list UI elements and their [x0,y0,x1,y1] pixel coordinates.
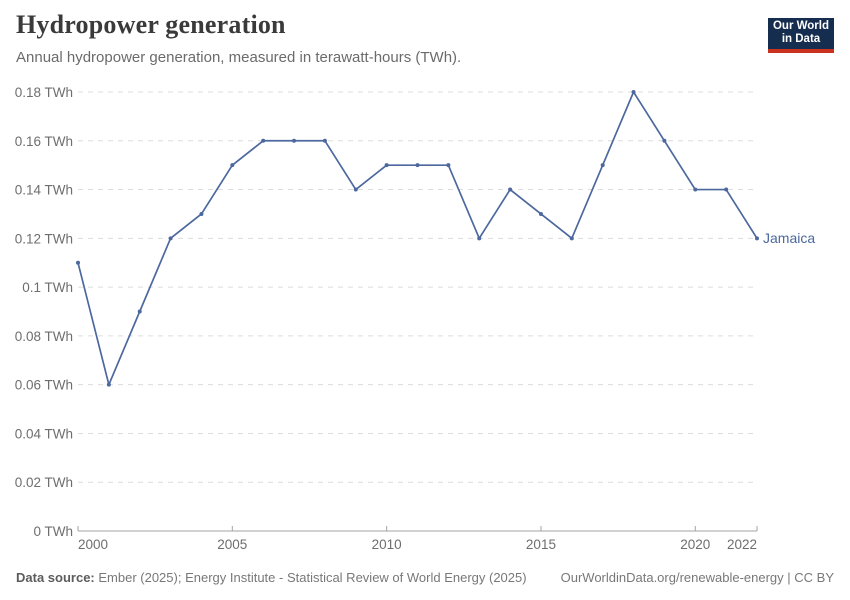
datasource-text: Ember (2025); Energy Institute - Statist… [94,570,527,585]
data-point[interactable] [168,236,173,241]
y-axis-label: 0.12 TWh [15,231,73,246]
y-axis-label: 0.14 TWh [15,183,73,198]
data-point[interactable] [76,260,80,265]
y-axis-label: 0.08 TWh [15,329,73,344]
y-axis-label: 0.18 TWh [15,85,73,100]
data-point[interactable] [631,90,636,94]
y-axis-label: 0.04 TWh [15,426,73,441]
data-point[interactable] [755,236,759,241]
y-axis-label: 0 TWh [33,524,73,539]
data-point[interactable] [693,187,698,192]
x-axis-label: 2010 [372,537,402,552]
datasource-label: Data source: [16,570,95,585]
y-axis-label: 0.16 TWh [15,134,73,149]
data-point[interactable] [446,163,451,168]
data-point[interactable] [353,187,358,192]
x-axis-label: 2020 [680,537,710,552]
data-point[interactable] [230,163,235,168]
data-point[interactable] [662,138,667,143]
y-axis-label: 0.02 TWh [15,475,73,490]
x-axis-label: 2000 [78,537,108,552]
attribution-separator: | [783,570,795,585]
y-axis-label: 0.1 TWh [22,280,73,295]
data-point[interactable] [569,236,574,241]
page-title: Hydropower generation [16,10,286,39]
data-point[interactable] [477,236,482,241]
data-point[interactable] [106,382,111,387]
data-point[interactable] [322,138,327,143]
footer-attribution: OurWorldinData.org/renewable-energy | CC… [561,570,834,585]
x-axis-label: 2005 [217,537,247,552]
x-axis-label: 2022 [727,537,757,552]
footer-datasource: Data source: Ember (2025); Energy Instit… [16,570,527,585]
data-point[interactable] [508,187,513,192]
data-point[interactable] [600,163,605,168]
data-point[interactable] [199,211,204,216]
attribution-link[interactable]: OurWorldinData.org/renewable-energy [560,570,784,585]
data-point[interactable] [415,163,420,168]
data-point[interactable] [261,138,266,143]
y-axis-label: 0.06 TWh [15,378,73,393]
attribution-license[interactable]: CC BY [794,570,834,585]
owid-logo-line2: in Data [781,33,821,45]
page-subtitle: Annual hydropower generation, measured i… [16,49,462,66]
data-point[interactable] [292,138,297,143]
owid-logo[interactable]: Our World in Data [768,18,834,53]
owid-logo-line1: Our World [772,20,829,32]
data-point[interactable] [724,187,729,192]
entity-label[interactable]: Jamaica [763,230,815,246]
data-point[interactable] [137,309,142,314]
x-axis-label: 2015 [526,537,556,552]
data-point[interactable] [384,163,389,168]
data-point[interactable] [538,211,543,216]
